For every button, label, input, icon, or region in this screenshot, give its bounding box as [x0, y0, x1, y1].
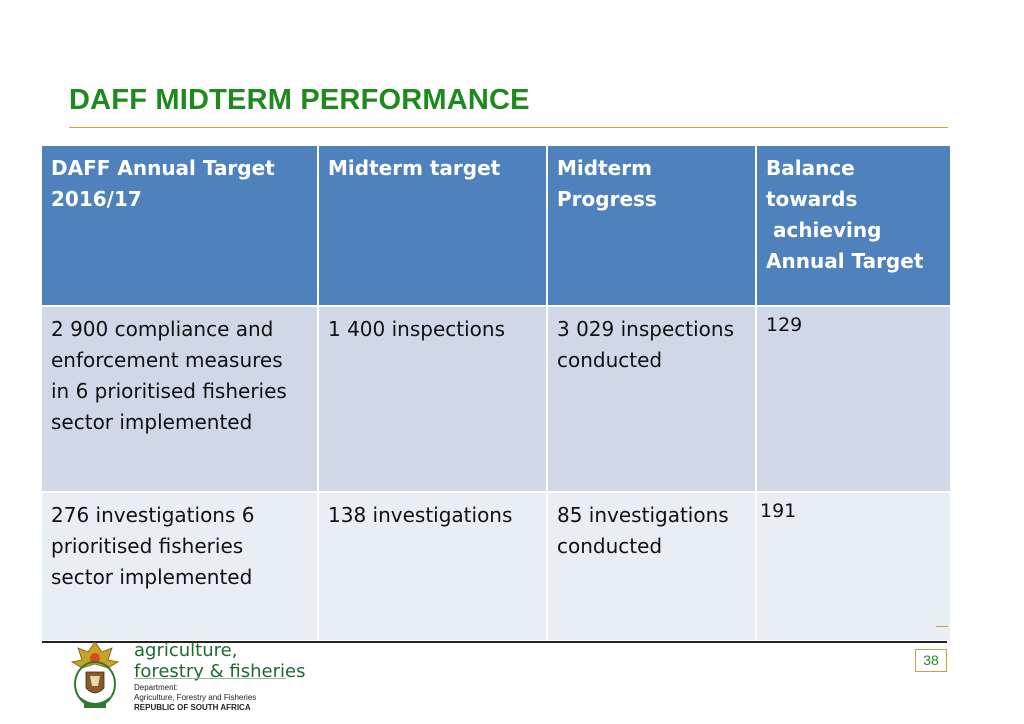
title-divider: [69, 127, 948, 128]
department-name: agriculture, forestry & fisheries: [134, 640, 306, 682]
header-balance: Balance towards achieving Annual Target: [756, 146, 952, 307]
coat-of-arms-icon: [70, 641, 120, 708]
cell-balance: 129: [756, 306, 952, 493]
slide-title: DAFF MIDTERM PERFORMANCE: [69, 84, 530, 116]
cell-annual-target: 276 investigations 6 prioritised fisheri…: [42, 492, 319, 642]
cell-midterm-target: 138 investigations: [318, 492, 548, 642]
cell-midterm-progress: 3 029 inspections conducted: [547, 306, 757, 493]
cell-balance: 191: [756, 492, 952, 642]
footer-divider: [936, 626, 948, 627]
performance-table: DAFF Annual Target 2016/17 Midterm targe…: [42, 146, 952, 642]
cell-annual-target: 2 900 compliance and enforcement measure…: [42, 306, 319, 493]
page-number: 38: [915, 649, 947, 672]
department-caption: Department: Agriculture, Forestry and Fi…: [134, 683, 257, 712]
header-annual-target: DAFF Annual Target 2016/17: [42, 146, 319, 307]
header-midterm-target: Midterm target: [318, 146, 548, 307]
cell-midterm-progress: 85 investigations conducted: [547, 492, 757, 642]
table-row: 2 900 compliance and enforcement measure…: [42, 306, 952, 493]
cell-midterm-target: 1 400 inspections: [318, 306, 548, 493]
header-midterm-progress: Midterm Progress: [547, 146, 757, 307]
table-row: 276 investigations 6 prioritised fisheri…: [42, 492, 952, 642]
department-divider: [134, 678, 286, 679]
table-header-row: DAFF Annual Target 2016/17 Midterm targe…: [42, 146, 952, 307]
table-bottom-rule: [42, 641, 947, 643]
